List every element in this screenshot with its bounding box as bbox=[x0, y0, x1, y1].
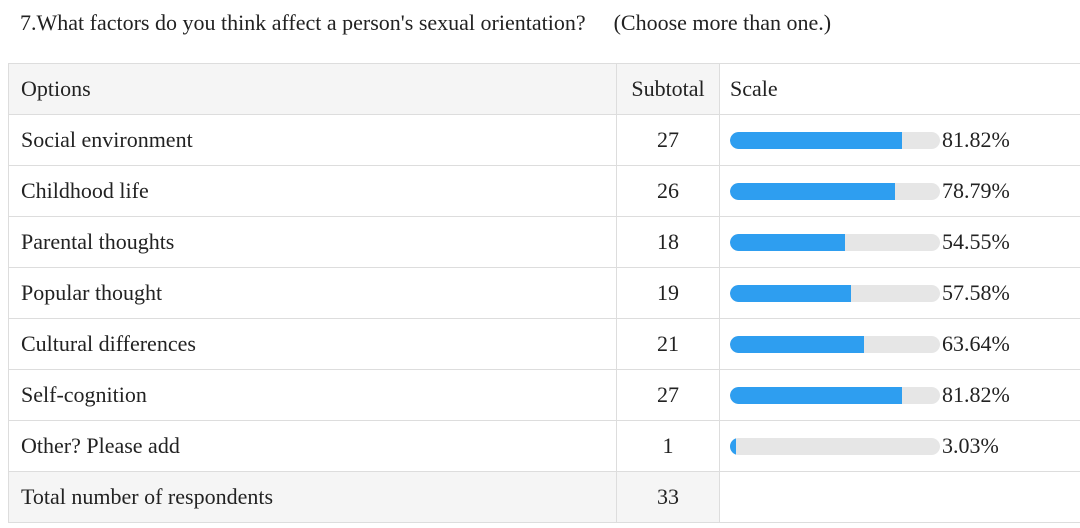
results-table: Options Subtotal Scale Social environmen… bbox=[8, 63, 1080, 523]
total-scale-empty bbox=[719, 471, 1080, 523]
total-label: Total number of respondents bbox=[8, 471, 617, 523]
bar-fill bbox=[730, 386, 902, 404]
scale-cell: 81.82% bbox=[719, 369, 1080, 421]
scale-bar-group: 57.58% bbox=[730, 280, 1080, 306]
subtotal-value: 19 bbox=[616, 267, 720, 319]
table-row: Popular thought 19 57.58% bbox=[8, 267, 1080, 319]
percent-label: 3.03% bbox=[942, 433, 999, 458]
subtotal-value: 26 bbox=[616, 165, 720, 217]
bar-track bbox=[730, 437, 940, 455]
bar-track bbox=[730, 284, 940, 302]
table-header-row: Options Subtotal Scale bbox=[8, 63, 1080, 115]
percent-label: 63.64% bbox=[942, 331, 1010, 356]
option-label: Cultural differences bbox=[8, 318, 617, 370]
bar-fill bbox=[730, 131, 902, 149]
subtotal-value: 27 bbox=[616, 369, 720, 421]
percent-label: 54.55% bbox=[942, 229, 1010, 254]
header-options: Options bbox=[8, 63, 617, 115]
option-label: Popular thought bbox=[8, 267, 617, 319]
bar-fill bbox=[730, 233, 845, 251]
table-row: Social environment 27 81.82% bbox=[8, 114, 1080, 166]
percent-label: 78.79% bbox=[942, 178, 1010, 203]
scale-cell: 81.82% bbox=[719, 114, 1080, 166]
scale-bar-group: 63.64% bbox=[730, 331, 1080, 357]
percent-label: 81.82% bbox=[942, 127, 1010, 152]
option-label: Social environment bbox=[8, 114, 617, 166]
header-scale: Scale bbox=[719, 63, 1080, 115]
scale-cell: 63.64% bbox=[719, 318, 1080, 370]
table-row: Childhood life 26 78.79% bbox=[8, 165, 1080, 217]
percent-label: 81.82% bbox=[942, 382, 1010, 407]
percent-label: 57.58% bbox=[942, 280, 1010, 305]
subtotal-value: 21 bbox=[616, 318, 720, 370]
scale-bar-group: 81.82% bbox=[730, 127, 1080, 153]
bar-track bbox=[730, 131, 940, 149]
option-label: Parental thoughts bbox=[8, 216, 617, 268]
question-hint: (Choose more than one.) bbox=[613, 10, 832, 35]
question-text: 7.What factors do you think affect a per… bbox=[20, 10, 586, 35]
bar-track bbox=[730, 335, 940, 353]
scale-cell: 78.79% bbox=[719, 165, 1080, 217]
scale-cell: 54.55% bbox=[719, 216, 1080, 268]
bar-fill bbox=[730, 437, 737, 455]
option-label: Childhood life bbox=[8, 165, 617, 217]
table-row: Other? Please add 1 3.03% bbox=[8, 420, 1080, 472]
bar-fill bbox=[730, 182, 896, 200]
bar-fill bbox=[730, 284, 851, 302]
table-row: Self-cognition 27 81.82% bbox=[8, 369, 1080, 421]
total-value: 33 bbox=[616, 471, 720, 523]
option-label: Self-cognition bbox=[8, 369, 617, 421]
bar-track bbox=[730, 182, 940, 200]
scale-bar-group: 78.79% bbox=[730, 178, 1080, 204]
subtotal-value: 18 bbox=[616, 216, 720, 268]
scale-bar-group: 3.03% bbox=[730, 433, 1080, 459]
table-row: Cultural differences 21 63.64% bbox=[8, 318, 1080, 370]
total-row: Total number of respondents 33 bbox=[8, 471, 1080, 523]
bar-fill bbox=[730, 335, 864, 353]
question-title: 7.What factors do you think affect a per… bbox=[20, 8, 831, 38]
option-label: Other? Please add bbox=[8, 420, 617, 472]
table-row: Parental thoughts 18 54.55% bbox=[8, 216, 1080, 268]
subtotal-value: 1 bbox=[616, 420, 720, 472]
scale-bar-group: 81.82% bbox=[730, 382, 1080, 408]
scale-cell: 3.03% bbox=[719, 420, 1080, 472]
bar-track bbox=[730, 386, 940, 404]
bar-track bbox=[730, 233, 940, 251]
header-subtotal: Subtotal bbox=[616, 63, 720, 115]
subtotal-value: 27 bbox=[616, 114, 720, 166]
scale-bar-group: 54.55% bbox=[730, 229, 1080, 255]
scale-cell: 57.58% bbox=[719, 267, 1080, 319]
